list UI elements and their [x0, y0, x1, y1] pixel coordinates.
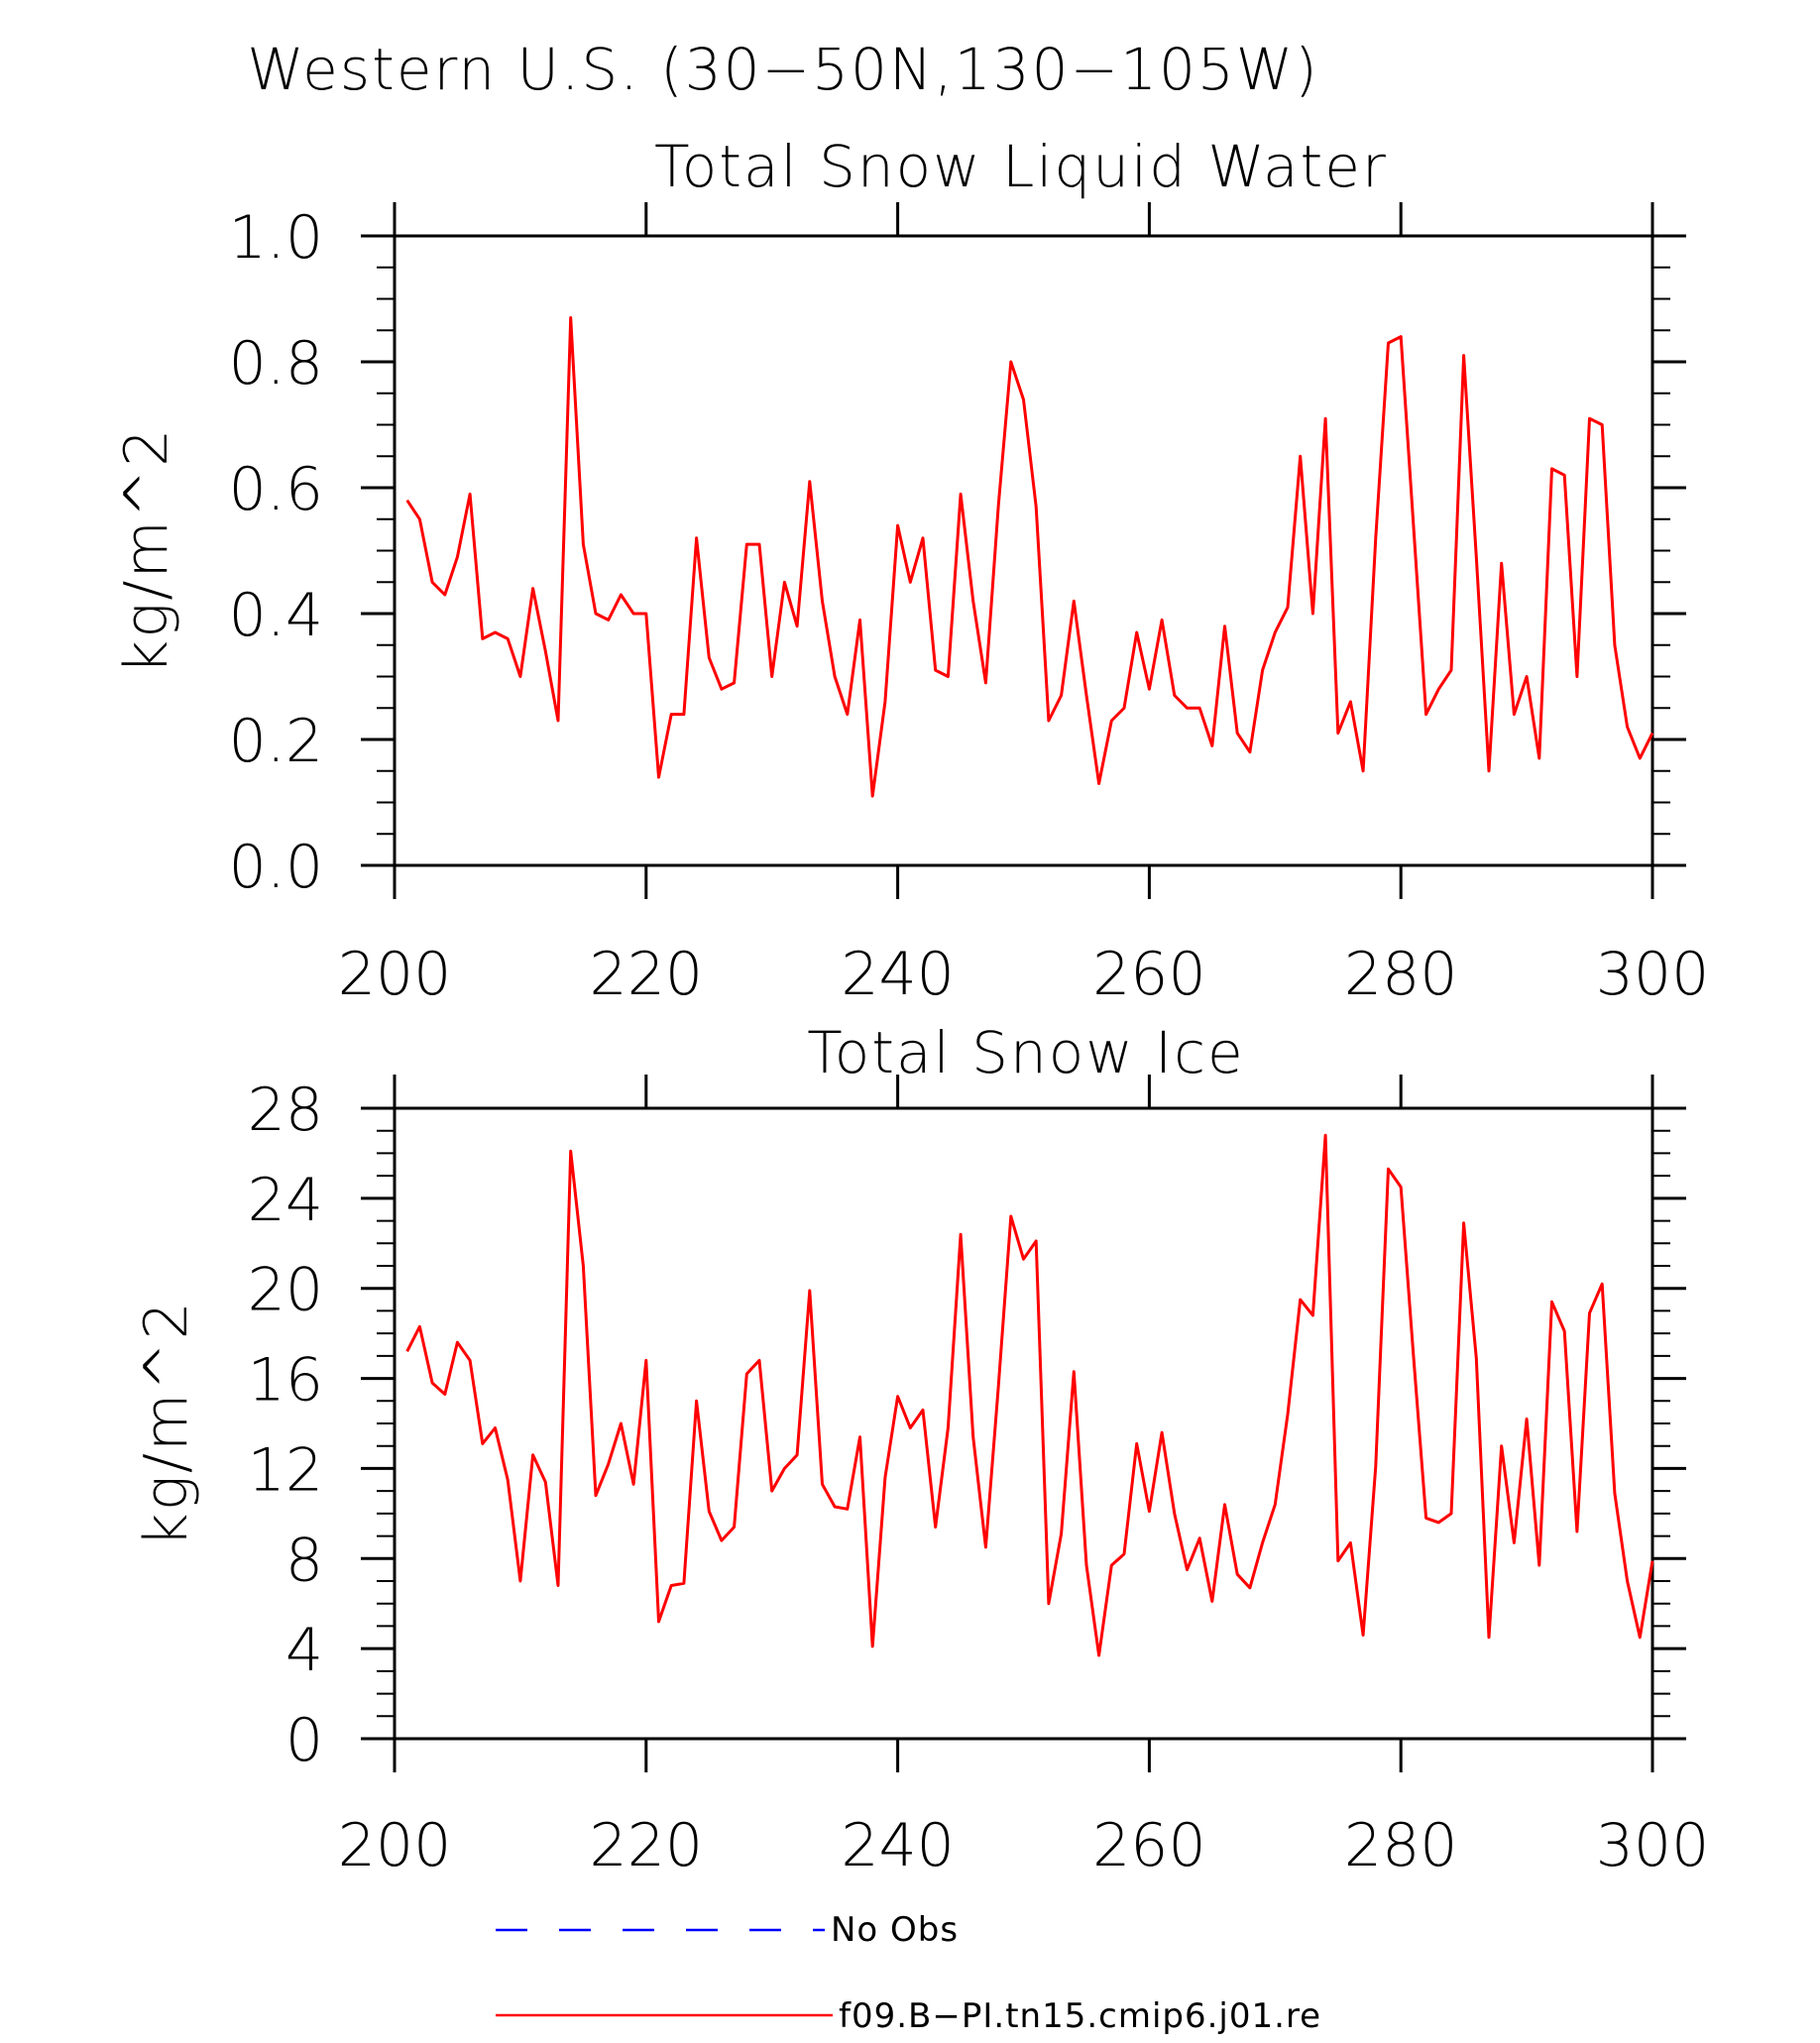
x-tick-label: 220 — [590, 1811, 704, 1880]
legend: No Obs f09.B−PI.tn15.cmip6.j01.re — [496, 1910, 1321, 2036]
x-tick-label: 260 — [1092, 940, 1206, 1009]
x-tick-label: 200 — [338, 940, 452, 1009]
y-tick-label: 0.4 — [229, 581, 323, 650]
y-tick-label: 16 — [248, 1346, 323, 1416]
chart-title: Total Snow Liquid Water — [654, 133, 1388, 200]
legend-obs-label: No Obs — [831, 1910, 959, 1950]
y-tick-label: 1.0 — [229, 203, 323, 273]
chart-title: Total Snow Ice — [807, 1019, 1245, 1086]
y-tick-label: 20 — [248, 1256, 323, 1325]
y-tick-label: 0.2 — [229, 707, 323, 776]
y-axis-label: kg/m^2 — [112, 427, 181, 675]
y-tick-label: 24 — [248, 1166, 323, 1235]
x-tick-label: 200 — [338, 1811, 452, 1880]
y-tick-label: 0.6 — [229, 455, 323, 524]
series-line — [405, 316, 1654, 798]
x-tick-label: 280 — [1344, 940, 1458, 1009]
x-tick-label: 240 — [841, 1811, 955, 1880]
panel-snow-ice: Total Snow Ice 0 4 8 12 16 20 24 28 200 220 240 260 2… — [132, 1019, 1709, 1880]
x-tick-label: 300 — [1596, 1811, 1710, 1880]
x-tick-label: 240 — [841, 940, 955, 1009]
y-tick-label: 0.0 — [229, 833, 323, 902]
y-tick-label: 8 — [285, 1526, 323, 1595]
y-tick-label: 0.8 — [229, 329, 323, 398]
x-tick-label: 220 — [590, 940, 704, 1009]
y-tick-label: 4 — [285, 1616, 323, 1685]
panel-snow-liquid-water: Total Snow Liquid Water 0.0 0.2 0.4 0.6 0.8 1.… — [112, 133, 1709, 1009]
legend-model-label: f09.B−PI.tn15.cmip6.j01.re — [839, 1996, 1321, 2036]
y-tick-label: 28 — [248, 1076, 323, 1145]
x-tick-label: 300 — [1596, 940, 1710, 1009]
x-tick-label: 260 — [1092, 1811, 1206, 1880]
figure-title: Western U.S. (30−50N,130−105W) — [247, 36, 1319, 103]
series-line — [405, 1133, 1654, 1657]
y-tick-label: 12 — [248, 1435, 323, 1505]
y-tick-label: 0 — [285, 1706, 323, 1775]
y-axis-label: kg/m^2 — [132, 1300, 201, 1547]
x-tick-label: 280 — [1344, 1811, 1458, 1880]
